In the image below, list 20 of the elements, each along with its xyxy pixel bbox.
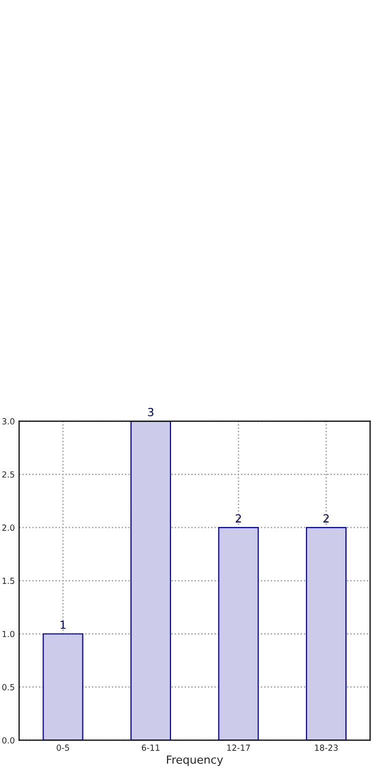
x-tick-label: 6-11 — [142, 744, 160, 751]
x-axis-title: Frequency — [167, 756, 223, 766]
data-label: 2 — [236, 514, 241, 522]
bar — [42, 633, 84, 740]
x-tick-label: 18-23 — [315, 744, 338, 751]
y-tick-label: 2.0 — [2, 524, 14, 531]
x-tick-label: 0-5 — [56, 744, 70, 751]
bar — [306, 526, 347, 740]
y-tick-label: 0.5 — [2, 684, 14, 690]
data-label: 1 — [60, 620, 66, 629]
y-tick-label: 2.5 — [2, 471, 14, 478]
data-label: 3 — [148, 408, 154, 416]
y-tick-label: 1.0 — [2, 630, 14, 638]
data-label: 2 — [324, 514, 329, 522]
y-tick-label: 3.0 — [2, 418, 14, 424]
bar — [218, 526, 259, 740]
y-tick-label: 1.5 — [2, 578, 14, 584]
bar — [130, 421, 172, 740]
y-tick-label: 0.0 — [2, 737, 14, 744]
x-tick-label: 12-17 — [227, 744, 250, 751]
